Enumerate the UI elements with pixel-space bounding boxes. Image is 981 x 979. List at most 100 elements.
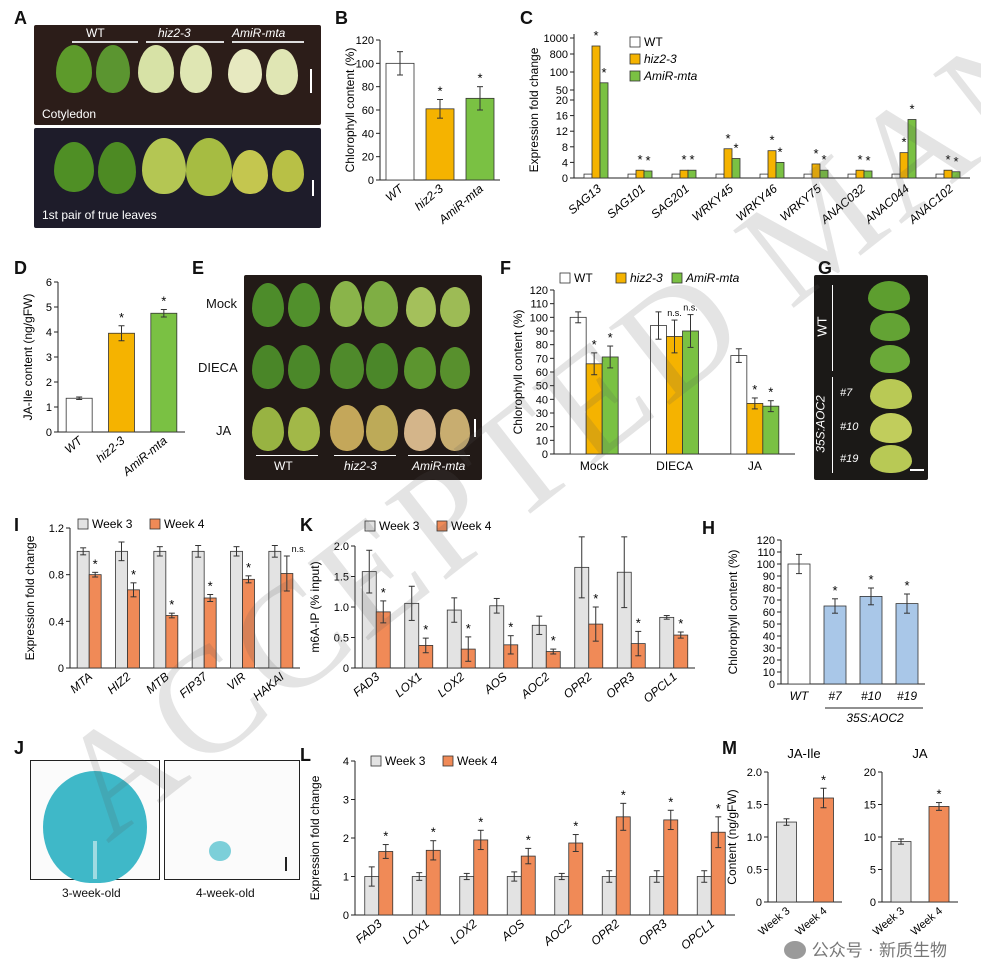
bar [811,163,821,179]
bar [650,325,667,455]
bar [65,397,93,433]
label-true-leaves: 1st pair of true leaves [42,208,157,222]
chart-title: JA [912,746,928,761]
y-tick-label: 800 [550,49,568,61]
x-tick-label: #19 [897,689,917,703]
y-tick-label: 0.5 [334,633,349,645]
y-tick-label: 20 [763,655,775,667]
y-tick-label: 20 [536,422,548,434]
legend-label: WT [574,271,593,285]
significance-mark: * [169,597,174,612]
significance-mark: * [131,567,136,582]
x-tick-label: DIECA [656,459,693,473]
bar [153,550,167,669]
panel-label-b: B [335,8,348,28]
panel-label-g: G [818,258,833,278]
legend-swatch [615,272,627,284]
significance-mark: * [431,825,436,840]
y-tick-label: 0 [769,679,775,691]
x-tick-label: ANAC032 [817,181,868,227]
x-tick-label: AOS [480,670,509,698]
y-tick-label: 100 [757,559,775,571]
label-hiz: hiz2-3 [158,26,191,40]
bar [723,148,733,179]
x-tick-label: AmiR-mta [435,181,486,227]
bar [643,170,653,179]
bar [776,821,797,903]
significance-mark: * [208,579,213,594]
y-axis-label: Chlorophyll content (%) [511,310,525,435]
significance-mark: * [593,591,598,606]
label-wt: WT [86,26,105,40]
significance-mark: * [857,152,862,167]
significance-mark: * [716,801,721,816]
x-tick-label: #10 [861,689,881,703]
x-tick-label: HAKAI [250,669,287,703]
legend-swatch [629,36,641,48]
gus-week4-photo [164,760,300,880]
col-label-wt: WT [274,459,293,473]
legend-label: Week 4 [451,519,492,533]
bar [520,855,536,916]
bar [819,169,829,179]
legend-label: WT [644,35,663,49]
x-tick-label: OPCL1 [678,917,717,953]
bar [813,797,834,903]
bar [775,161,785,179]
y-tick-label: 30 [763,643,775,655]
row-label-dieca: DIECA [198,360,238,375]
y-tick-label: 1000 [544,33,568,45]
x-tick-label: AOS [498,917,527,945]
bar [759,173,769,179]
x-tick-label: Mock [580,459,610,473]
x-tick-label: WT [790,689,810,703]
panel-label-l: L [300,745,311,765]
x-tick-label: ANAC102 [905,181,956,227]
y-tick-label: 110 [530,299,548,311]
significance-mark: * [821,152,826,167]
bar [599,82,609,179]
panel-label-e: E [192,258,205,278]
y-tick-label: 20 [556,95,568,107]
y-axis-label: Expression fold change [527,47,541,172]
bar [907,119,917,179]
y-tick-label: 10 [536,435,548,447]
significance-mark: * [777,144,782,159]
significance-mark: * [423,622,428,637]
bar [746,403,764,455]
x-tick-label: LOX2 [447,916,480,947]
bar [687,169,697,179]
significance-mark: n.s. [292,544,305,554]
y-tick-label: 100 [550,67,568,79]
y-tick-label: 100 [356,58,374,70]
bar [731,158,741,179]
bar [115,550,128,669]
significance-mark: * [478,814,483,829]
significance-mark: * [621,787,626,802]
x-tick-label: WRKY46 [733,181,780,224]
bar [506,876,522,916]
x-tick-label: LOX1 [392,670,425,700]
g-label-line: 35S:AOC2 [813,395,828,453]
significance-mark: * [592,337,597,352]
bar [585,363,603,455]
legend-swatch [442,755,454,767]
bar [230,550,243,669]
bar [890,841,912,903]
y-axis-label: Chlorophyll content (%) [726,550,740,675]
y-tick-label: 110 [757,547,775,559]
y-tick-label: 120 [530,285,548,297]
significance-mark: * [246,560,251,575]
bar [635,169,645,179]
x-tick-label: Week 3 [756,905,792,938]
true-leaves-photo: 1st pair of true leaves [34,128,321,228]
chart-l: 0 1 2 3 4 Expression fold change * FAD3 * LOX1 * LO… [308,754,735,953]
y-tick-label: 60 [763,607,775,619]
y-tick-label: 90 [763,571,775,583]
significance-mark: * [936,787,941,802]
x-tick-label: MTB [143,670,171,697]
bar [569,316,587,455]
y-tick-label: 40 [763,631,775,643]
chart-d: 0 1 2 3 4 5 6 JA-Ile content (ng/gFW) WT * hiz2-3 *… [21,277,185,479]
